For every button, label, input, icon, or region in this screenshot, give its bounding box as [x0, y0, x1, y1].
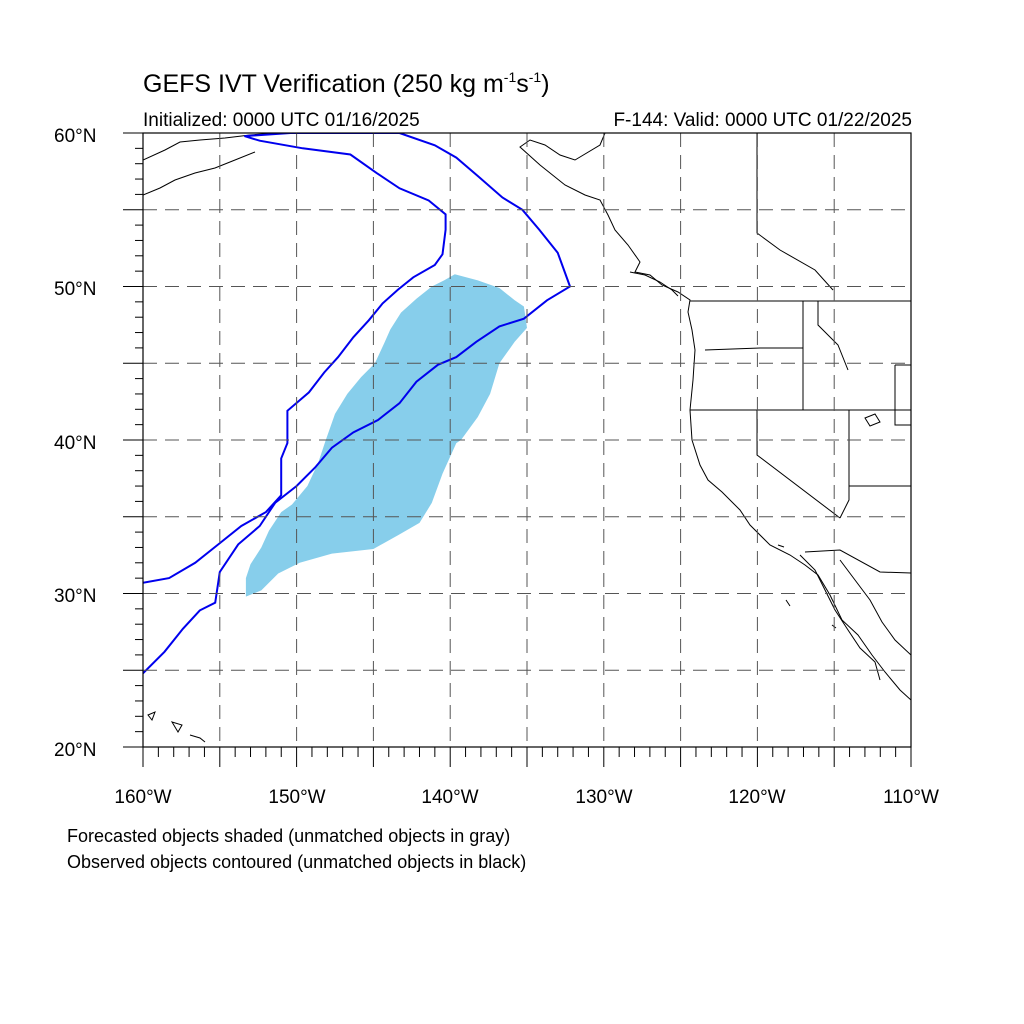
lat-label-30: 30°N: [54, 586, 96, 607]
lon-label-110w: 110°W: [883, 787, 939, 808]
observed-ivt-contour-0: [143, 133, 572, 675]
observed-objects: [143, 133, 572, 675]
gulf-of-california: [839, 559, 911, 656]
graticule: [143, 133, 911, 747]
great-salt-lake: [864, 413, 881, 427]
hawaii-islands: [147, 711, 206, 743]
lat-label-20: 20°N: [54, 740, 96, 761]
initialized-label: Initialized: 0000 UTC 01/16/2025: [143, 110, 420, 131]
vancouver-island: [629, 271, 679, 297]
utah-border: [894, 364, 911, 426]
nevada-utah-border: [839, 410, 850, 519]
alaska-coastline: [143, 133, 276, 161]
california-nevada-border: [756, 410, 841, 519]
map-title: GEFS IVT Verification (250 kg m-1s-1): [143, 69, 550, 98]
washington-oregon-border: [704, 347, 803, 351]
observed-legend-note: Observed objects contoured (unmatched ob…: [67, 852, 527, 872]
forecast-legend-note: Forecasted objects shaded (unmatched obj…: [67, 826, 511, 846]
axis-ticks: [123, 132, 912, 767]
alaska-peninsula: [143, 151, 256, 196]
bc-alaska-border: [756, 133, 834, 291]
lat-label-60: 60°N: [54, 126, 96, 147]
idaho-border: [802, 301, 849, 410]
lon-label-130w: 130°W: [575, 787, 632, 808]
baja-california: [799, 554, 881, 681]
lon-label-140w: 140°W: [421, 787, 478, 808]
lon-label-150w: 150°W: [268, 787, 325, 808]
us-mexico-border: [804, 549, 911, 574]
forecast-ivt-object: [245, 274, 527, 597]
lon-label-120w: 120°W: [728, 787, 785, 808]
coastlines: [143, 133, 911, 743]
lat-label-50: 50°N: [54, 279, 96, 300]
channel-islands: [777, 544, 837, 629]
forecast-objects: [245, 274, 527, 597]
lat-label-40: 40°N: [54, 433, 96, 454]
valid-time-label: F-144: Valid: 0000 UTC 01/22/2025: [613, 110, 912, 131]
lon-label-160w: 160°W: [114, 787, 171, 808]
north-america-coastline: [519, 133, 911, 701]
